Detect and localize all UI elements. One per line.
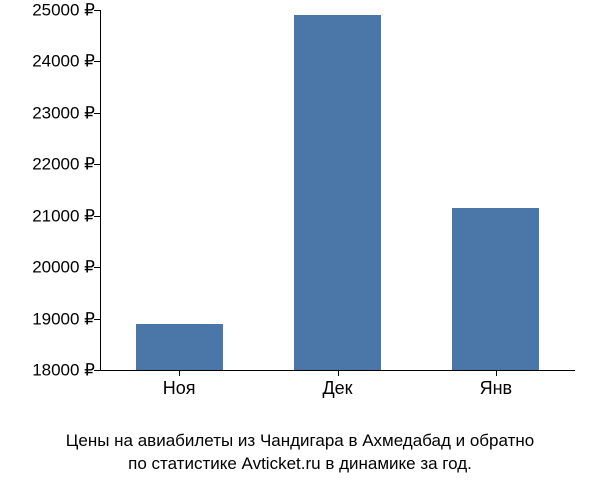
x-axis: Ноя Дек Янв (100, 378, 575, 408)
y-tick-label: 19000 ₽ (0, 310, 95, 327)
price-chart: 18000 ₽ 19000 ₽ 20000 ₽ 21000 ₽ 22000 ₽ … (0, 0, 600, 420)
x-tick-label: Янв (480, 378, 513, 399)
y-axis: 18000 ₽ 19000 ₽ 20000 ₽ 21000 ₽ 22000 ₽ … (0, 10, 95, 370)
x-tick-label: Дек (322, 378, 352, 399)
y-axis-line (100, 10, 101, 370)
x-tick-label: Ноя (163, 378, 196, 399)
y-tick-label: 20000 ₽ (0, 259, 95, 276)
caption-line-1: Цены на авиабилеты из Чандигара в Ахмеда… (0, 430, 600, 453)
caption-line-2: по статистике Avticket.ru в динамике за … (0, 453, 600, 476)
y-tick-label: 24000 ₽ (0, 53, 95, 70)
y-tick-label: 25000 ₽ (0, 2, 95, 19)
y-tick-label: 23000 ₽ (0, 104, 95, 121)
chart-caption: Цены на авиабилеты из Чандигара в Ахмеда… (0, 430, 600, 476)
x-tick-mark (179, 370, 180, 376)
bar-jan (452, 208, 539, 370)
bar-nov (136, 324, 223, 370)
bar-dec (294, 15, 381, 370)
x-tick-mark (496, 370, 497, 376)
x-tick-mark (338, 370, 339, 376)
y-tick-label: 18000 ₽ (0, 362, 95, 379)
y-tick-label: 21000 ₽ (0, 207, 95, 224)
y-tick-label: 22000 ₽ (0, 156, 95, 173)
plot-area (100, 10, 575, 370)
